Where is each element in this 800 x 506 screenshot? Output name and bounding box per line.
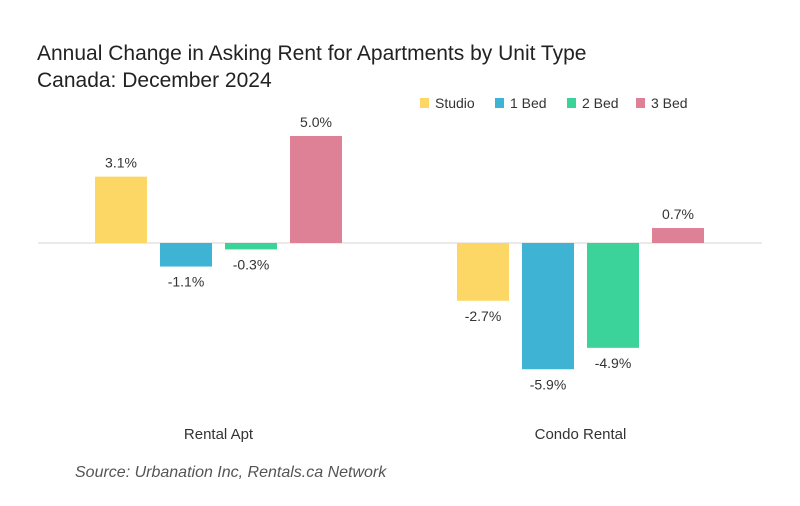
bar-studio-condo-rental: [457, 243, 509, 301]
data-label-1-bed-rental-apt: -1.1%: [168, 274, 205, 290]
legend-label-3-bed: 3 Bed: [651, 95, 688, 111]
chart-title: Annual Change in Asking Rent for Apartme…: [37, 40, 586, 94]
legend-swatch-3-bed: [636, 98, 645, 108]
legend-label-studio: Studio: [435, 95, 475, 111]
legend-label-2-bed: 2 Bed: [582, 95, 619, 111]
bar-studio-rental-apt: [95, 176, 147, 243]
bar-3-bed-rental-apt: [290, 136, 342, 243]
chart-subtitle: Canada: December 2024: [37, 69, 272, 92]
chart-title-line: Annual Change in Asking Rent for Apartme…: [37, 42, 587, 65]
data-label-1-bed-condo-rental: -5.9%: [530, 376, 567, 392]
legend-label-1-bed: 1 Bed: [510, 95, 547, 111]
legend-swatch-studio: [420, 98, 429, 108]
category-label-condo-rental: Condo Rental: [535, 426, 627, 443]
bar-2-bed-rental-apt: [225, 243, 277, 250]
bar-1-bed-rental-apt: [160, 243, 212, 267]
data-label-2-bed-condo-rental: -4.9%: [595, 355, 632, 371]
data-label-2-bed-rental-apt: -0.3%: [233, 256, 270, 272]
category-label-rental-apt: Rental Apt: [184, 426, 254, 443]
legend-swatch-2-bed: [567, 98, 576, 108]
source-note: Source: Urbanation Inc, Rentals.ca Netwo…: [75, 464, 387, 481]
legend-swatch-1-bed: [495, 98, 504, 108]
bar-2-bed-condo-rental: [587, 243, 639, 348]
bar-3-bed-condo-rental: [652, 228, 704, 243]
data-label-3-bed-condo-rental: 0.7%: [662, 206, 694, 222]
data-label-studio-condo-rental: -2.7%: [465, 308, 502, 324]
data-label-studio-rental-apt: 3.1%: [105, 155, 137, 171]
bar-1-bed-condo-rental: [522, 243, 574, 370]
data-label-3-bed-rental-apt: 5.0%: [300, 114, 332, 130]
